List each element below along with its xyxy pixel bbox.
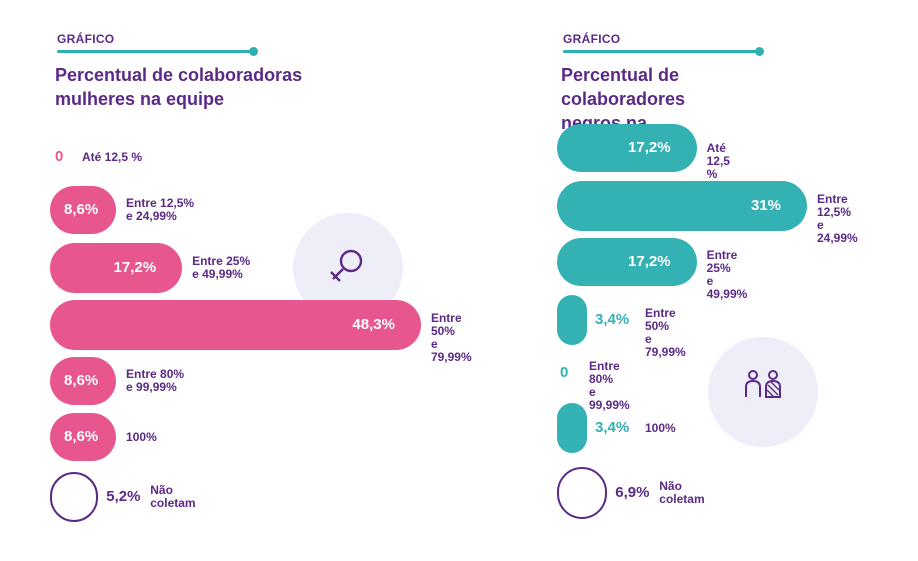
bar-value-label: 8,6%	[64, 201, 99, 218]
bar	[50, 300, 421, 350]
category-label: Entre 25% e 49,99%	[706, 248, 748, 301]
people-icon	[745, 370, 781, 398]
bar-value-label: 8,6%	[64, 428, 99, 445]
bar	[50, 243, 183, 293]
bar	[557, 295, 587, 345]
bar	[50, 413, 117, 461]
chart-kicker: GRÁFICO	[563, 32, 621, 46]
bar	[50, 357, 117, 405]
bar-hollow	[50, 472, 99, 522]
category-label: Entre 12,5% e 24,99%	[817, 192, 858, 245]
category-label: Entre 80% e 99,99%	[589, 359, 630, 412]
bar-value-label: 5,2%	[106, 488, 141, 505]
category-label: 100%	[126, 429, 157, 444]
bar-value-label: 3,4%	[595, 311, 630, 328]
category-label: Não coletam	[659, 479, 705, 506]
category-label: Entre 12,5% e 24,99%	[126, 196, 195, 223]
bar-value-label: 31%	[750, 197, 781, 214]
chart-title-line: Percentual de colaboradores	[561, 65, 686, 109]
bar	[557, 403, 587, 453]
chart-panel-women: GRÁFICO Percentual de colaboradoras mulher…	[50, 32, 472, 522]
category-label: 100%	[645, 420, 676, 435]
bar-value-label: 48,3%	[352, 316, 395, 333]
chart-panel-black: GRÁFICO Percentual de colaboradores negros…	[557, 32, 858, 519]
kicker-underline	[563, 50, 758, 53]
female-symbol-icon	[330, 249, 363, 282]
bar-hollow	[557, 467, 608, 519]
bar-value-label: 17,2%	[628, 253, 671, 270]
kicker-underline-dot	[249, 47, 258, 56]
kicker-underline-dot	[755, 47, 764, 56]
bar	[557, 124, 697, 172]
chart-title: Percentual de colaboradoras mulheres na e…	[55, 63, 302, 111]
bar-value-label: 8,6%	[64, 372, 99, 389]
category-label: Entre 80% e 99,99%	[126, 367, 185, 394]
category-label: Entre 50% e 79,99%	[645, 306, 686, 359]
bar	[557, 181, 807, 231]
people-icon-circle	[708, 337, 818, 447]
bar-value-label: 0	[560, 364, 569, 381]
category-label: Entre 25% e 49,99%	[192, 254, 251, 281]
bar-value-label: 17,2%	[628, 139, 671, 156]
bar	[557, 238, 697, 286]
chart-kicker: GRÁFICO	[57, 32, 115, 46]
kicker-underline	[57, 50, 252, 53]
category-label: Não coletam	[150, 483, 196, 510]
category-label: Até 12,5 %	[82, 149, 143, 164]
bar-value-label: 3,4%	[595, 419, 630, 436]
bar-value-label: 17,2%	[113, 259, 157, 276]
category-label: Entre 50% e 79,99%	[430, 311, 472, 364]
bar	[50, 186, 117, 234]
category-label: Até 12,5 %	[706, 140, 730, 181]
chart-title-line: Percentual de colaboradoras	[55, 65, 303, 85]
chart-title-line: mulheres na equipe	[55, 89, 225, 109]
bar-value-label: 6,9%	[615, 484, 650, 501]
bar-value-label: 0	[55, 148, 64, 165]
